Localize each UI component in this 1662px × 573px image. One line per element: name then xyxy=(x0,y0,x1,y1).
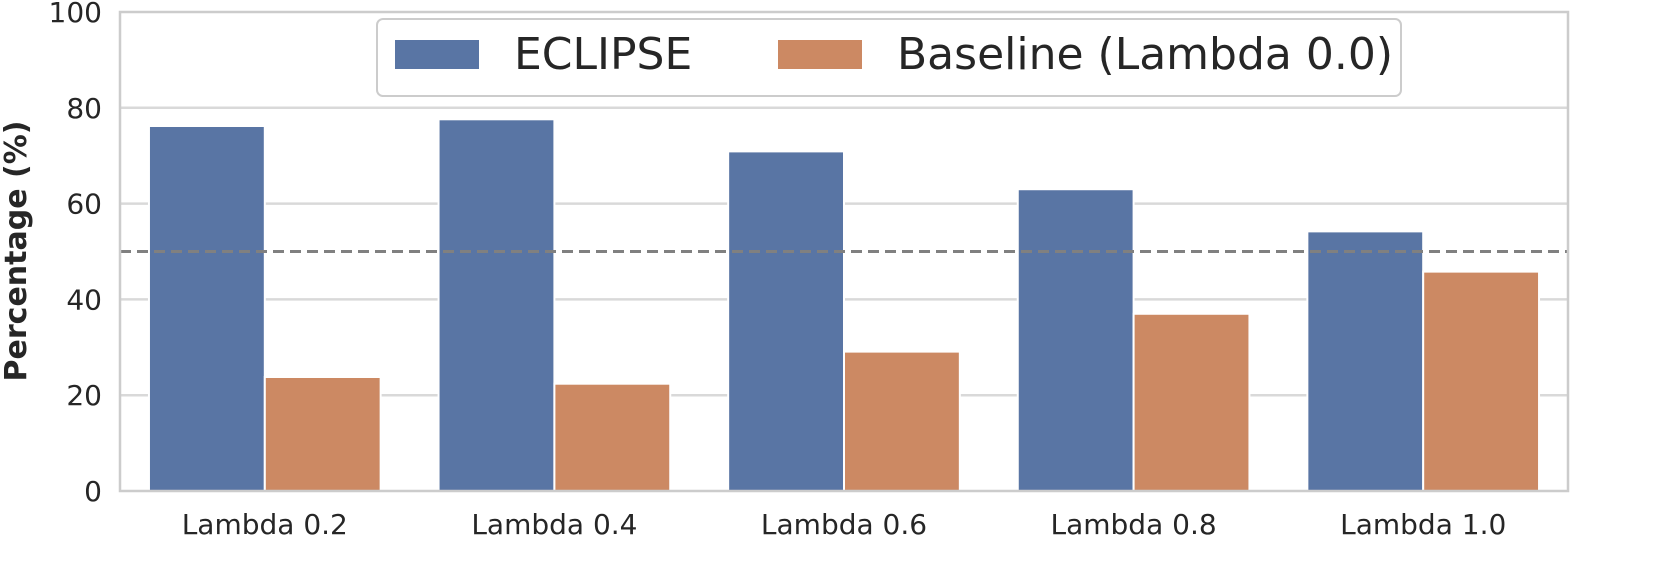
y-axis-title: Percentage (%) xyxy=(0,121,34,382)
y-tick-label: 100 xyxy=(49,0,102,29)
bar-baseline-lambda-0-0-5 xyxy=(1422,270,1541,493)
y-tick-label: 20 xyxy=(66,379,102,412)
x-tick-labels: Lambda 0.2 Lambda 0.4 Lambda 0.6 Lambda 0.8… xyxy=(182,508,1507,541)
y-tick-label: 80 xyxy=(66,92,102,125)
y-tick-label: 60 xyxy=(66,188,102,221)
legend-swatch xyxy=(395,40,479,69)
x-tick-label: Lambda 1.0 xyxy=(1340,508,1506,541)
bar-baseline-lambda-0-0-4 xyxy=(1132,312,1251,492)
bar-eclipse-5 xyxy=(1306,230,1425,493)
bars xyxy=(147,118,1541,493)
legend-label: ECLIPSE xyxy=(514,29,692,80)
plot-frame xyxy=(118,10,1570,493)
bar-eclipse-4 xyxy=(1016,188,1135,492)
legend: ECLIPSE Baseline (Lambda 0.0) xyxy=(376,18,1402,97)
bar-baseline-lambda-0-0-1 xyxy=(263,375,382,492)
x-tick-label: Lambda 0.6 xyxy=(761,508,927,541)
legend-box xyxy=(376,18,1402,97)
legend-swatch xyxy=(778,40,862,69)
bar-eclipse-3 xyxy=(727,150,845,492)
bar-eclipse-2 xyxy=(437,118,556,493)
bar-eclipse-1 xyxy=(147,125,266,492)
legend-label: Baseline (Lambda 0.0) xyxy=(897,29,1393,80)
x-tick-label: Lambda 0.8 xyxy=(1051,508,1217,541)
y-tick-label: 40 xyxy=(66,283,102,316)
x-tick-label: Lambda 0.4 xyxy=(471,508,637,541)
bar-baseline-lambda-0-0-3 xyxy=(843,350,961,492)
y-tick-labels: 0 20 40 60 80 100 xyxy=(49,0,102,508)
plot-border xyxy=(118,10,1570,493)
y-tick-label: 0 xyxy=(84,475,102,508)
x-tick-label: Lambda 0.2 xyxy=(182,508,348,541)
bar-baseline-lambda-0-0-2 xyxy=(553,382,672,493)
